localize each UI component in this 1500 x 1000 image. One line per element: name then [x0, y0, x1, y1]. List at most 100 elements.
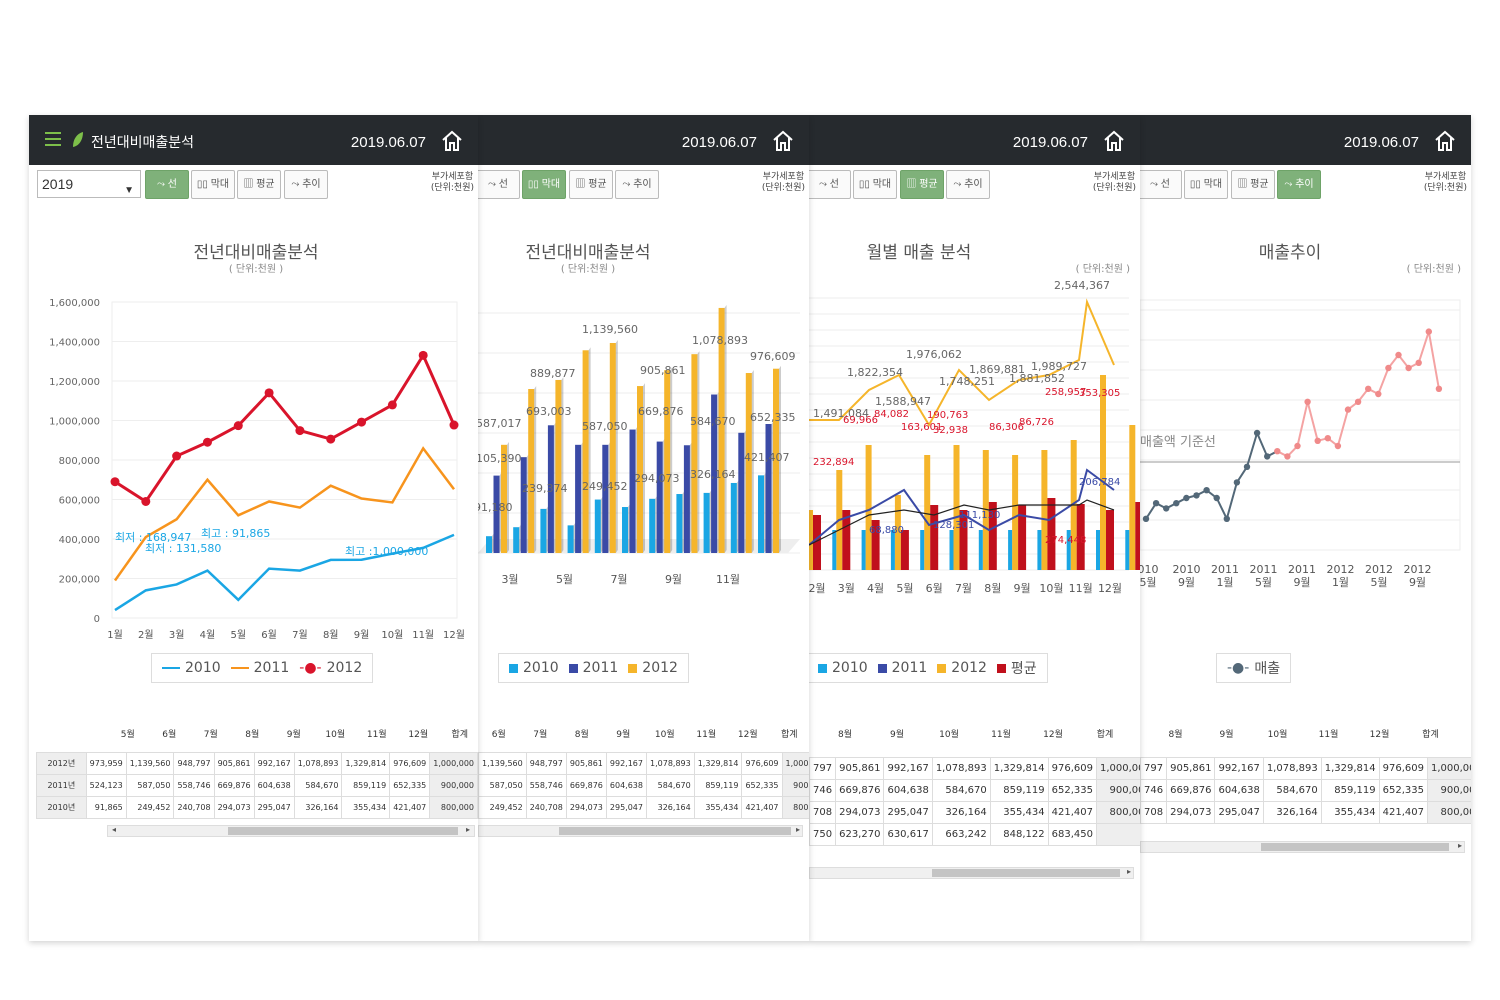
home-icon[interactable] [1102, 129, 1126, 153]
table-cell: 524,123 [85, 774, 127, 797]
table-cell: 800,000 [781, 796, 809, 819]
home-icon[interactable] [771, 129, 795, 153]
table-cell: 326,164 [293, 796, 343, 819]
chart-unit: ( 단위:천원 ) [1406, 264, 1461, 275]
table-cell: 295,047 [1214, 801, 1264, 824]
data-label: 353,305 [1079, 388, 1120, 399]
table-scrollbar[interactable]: ◂ ▸ [107, 825, 475, 837]
line-button[interactable]: ⤳ 선 [1140, 170, 1182, 199]
table-cell: 669,876 [835, 779, 885, 802]
bar [575, 444, 582, 553]
average-button[interactable]: ▥ 평균 [900, 170, 944, 199]
table-cell: 905,861 [213, 752, 255, 775]
x-tick-label: 11월 [716, 573, 740, 586]
bar-average [988, 502, 997, 570]
data-label: 68,880 [869, 525, 904, 536]
average-button[interactable]: ▥ 평균 [1231, 170, 1275, 199]
chart-legend: 2010 2011 2012 [498, 653, 689, 683]
top-bar: 2019.06.07 [809, 115, 1140, 165]
table-cell: 900,000 [1426, 779, 1471, 802]
data-label: 976,609 [750, 350, 796, 363]
table-cell: 587,050 [478, 774, 527, 797]
table-cell: 905,861 [835, 757, 885, 780]
table-cell [1095, 823, 1140, 846]
y-tick-label: 600,000 [59, 496, 100, 507]
legend-2011[interactable]: 2011 [230, 660, 289, 676]
table-row: 587,050 558,746 669,876 604,638 584,670 859,1… [478, 774, 809, 797]
data-point [172, 451, 182, 461]
table-header: 5월 6월 7월 8월 9월 10월 11월 12월 합계 [107, 727, 478, 740]
legend-sales[interactable]: -●- 매출 [1227, 660, 1281, 677]
data-point [1193, 492, 1200, 499]
year-select[interactable]: 2019 ▼ [37, 170, 141, 198]
average-button[interactable]: ▥ 평균 [237, 170, 281, 199]
legend-2011[interactable]: 2011 [568, 660, 618, 676]
legend-2011[interactable]: 2011 [877, 660, 927, 676]
bar-2010 [1008, 530, 1013, 570]
table-cell: 746 [1140, 779, 1168, 802]
plot-area [1140, 299, 1461, 551]
table-cell: 663,242 [931, 823, 991, 846]
table-cell: 669,876 [565, 774, 607, 797]
x-tick-label: 6월 [261, 629, 277, 641]
bar-2012 [894, 495, 901, 570]
legend-2010[interactable]: 2010 [162, 660, 221, 676]
legend-2010[interactable]: 2010 [818, 660, 868, 676]
column-header: 11월 [991, 730, 1011, 740]
data-label: 1,822,354 [847, 366, 903, 379]
legend-average[interactable]: 평균 [996, 658, 1037, 678]
table-scrollbar[interactable]: ▸ [1140, 841, 1465, 853]
legend-2012[interactable]: 2012 [937, 660, 987, 676]
panel-line: 전년대비매출분석 2019.06.07 2019 ▼ ⤳ 선 ▯▯ 막대 ▥ 평균… [29, 115, 478, 941]
table-cell: 584,670 [931, 779, 991, 802]
bar-side [608, 441, 611, 553]
x-tick-label: 10월 [1039, 582, 1063, 595]
y-tick-label: 1,200,000 [49, 377, 100, 388]
bar-button[interactable]: ▯▯ 막대 [853, 170, 897, 199]
bar-button[interactable]: ▯▯ 막대 [191, 170, 235, 199]
bar-button[interactable]: ▯▯ 막대 [522, 170, 566, 199]
table-cell: 800,000 [1095, 801, 1140, 824]
data-point [1183, 494, 1190, 502]
average-button[interactable]: ▥ 평균 [569, 170, 613, 199]
table-cell: 294,073 [213, 796, 255, 819]
series-line-2010 [114, 533, 455, 612]
data-label: 32,938 [933, 425, 968, 436]
line-button[interactable]: ⤳ 선 [145, 170, 189, 199]
data-point [110, 477, 120, 487]
data-point [233, 421, 243, 431]
row-header: 2011년 [36, 774, 87, 797]
trend-button[interactable]: ⤳ 추이 [946, 170, 990, 199]
trend-button[interactable]: ⤳ 추이 [284, 170, 328, 199]
bar-button[interactable]: ▯▯ 막대 [1184, 170, 1228, 199]
legend-2012[interactable]: -●- 2012 [299, 660, 363, 676]
table-scrollbar[interactable]: ▸ [809, 867, 1134, 879]
line-button[interactable]: ⤳ 선 [809, 170, 851, 199]
menu-icon[interactable] [45, 132, 61, 146]
trend-button[interactable]: ⤳ 추이 [1277, 170, 1321, 199]
data-label: 69,966 [843, 415, 878, 426]
trend-button[interactable]: ⤳ 추이 [615, 170, 659, 199]
table-cell: 1,000,000 [1095, 757, 1140, 780]
bar-2010 [832, 530, 837, 570]
data-table: 1,139,560 948,797 905,861 992,167 1,078,893 1… [478, 752, 809, 819]
table-cell: 859,119 [989, 779, 1049, 802]
table-cell: 421,407 [389, 796, 431, 819]
bar [582, 350, 589, 553]
legend-2010[interactable]: 2010 [509, 660, 559, 676]
home-icon[interactable] [440, 129, 464, 153]
x-tick-label: 10월 [381, 629, 403, 641]
legend-2012[interactable]: 2012 [628, 660, 678, 676]
bar-side [643, 383, 645, 553]
date-label: 2019.06.07 [350, 134, 426, 151]
table-row: 797 905,861 992,167 1,078,893 1,329,814 976,6… [1140, 757, 1471, 780]
home-icon[interactable] [1433, 129, 1457, 153]
data-point [1385, 364, 1392, 372]
table-scrollbar[interactable]: ▸ [478, 825, 803, 837]
line-button[interactable]: ⤳ 선 [478, 170, 520, 199]
row-header: 2010년 [36, 796, 87, 819]
bar-2010 [1125, 530, 1130, 570]
data-label: 1,588,947 [875, 395, 931, 408]
x-tick-label: 7월 [292, 629, 308, 641]
